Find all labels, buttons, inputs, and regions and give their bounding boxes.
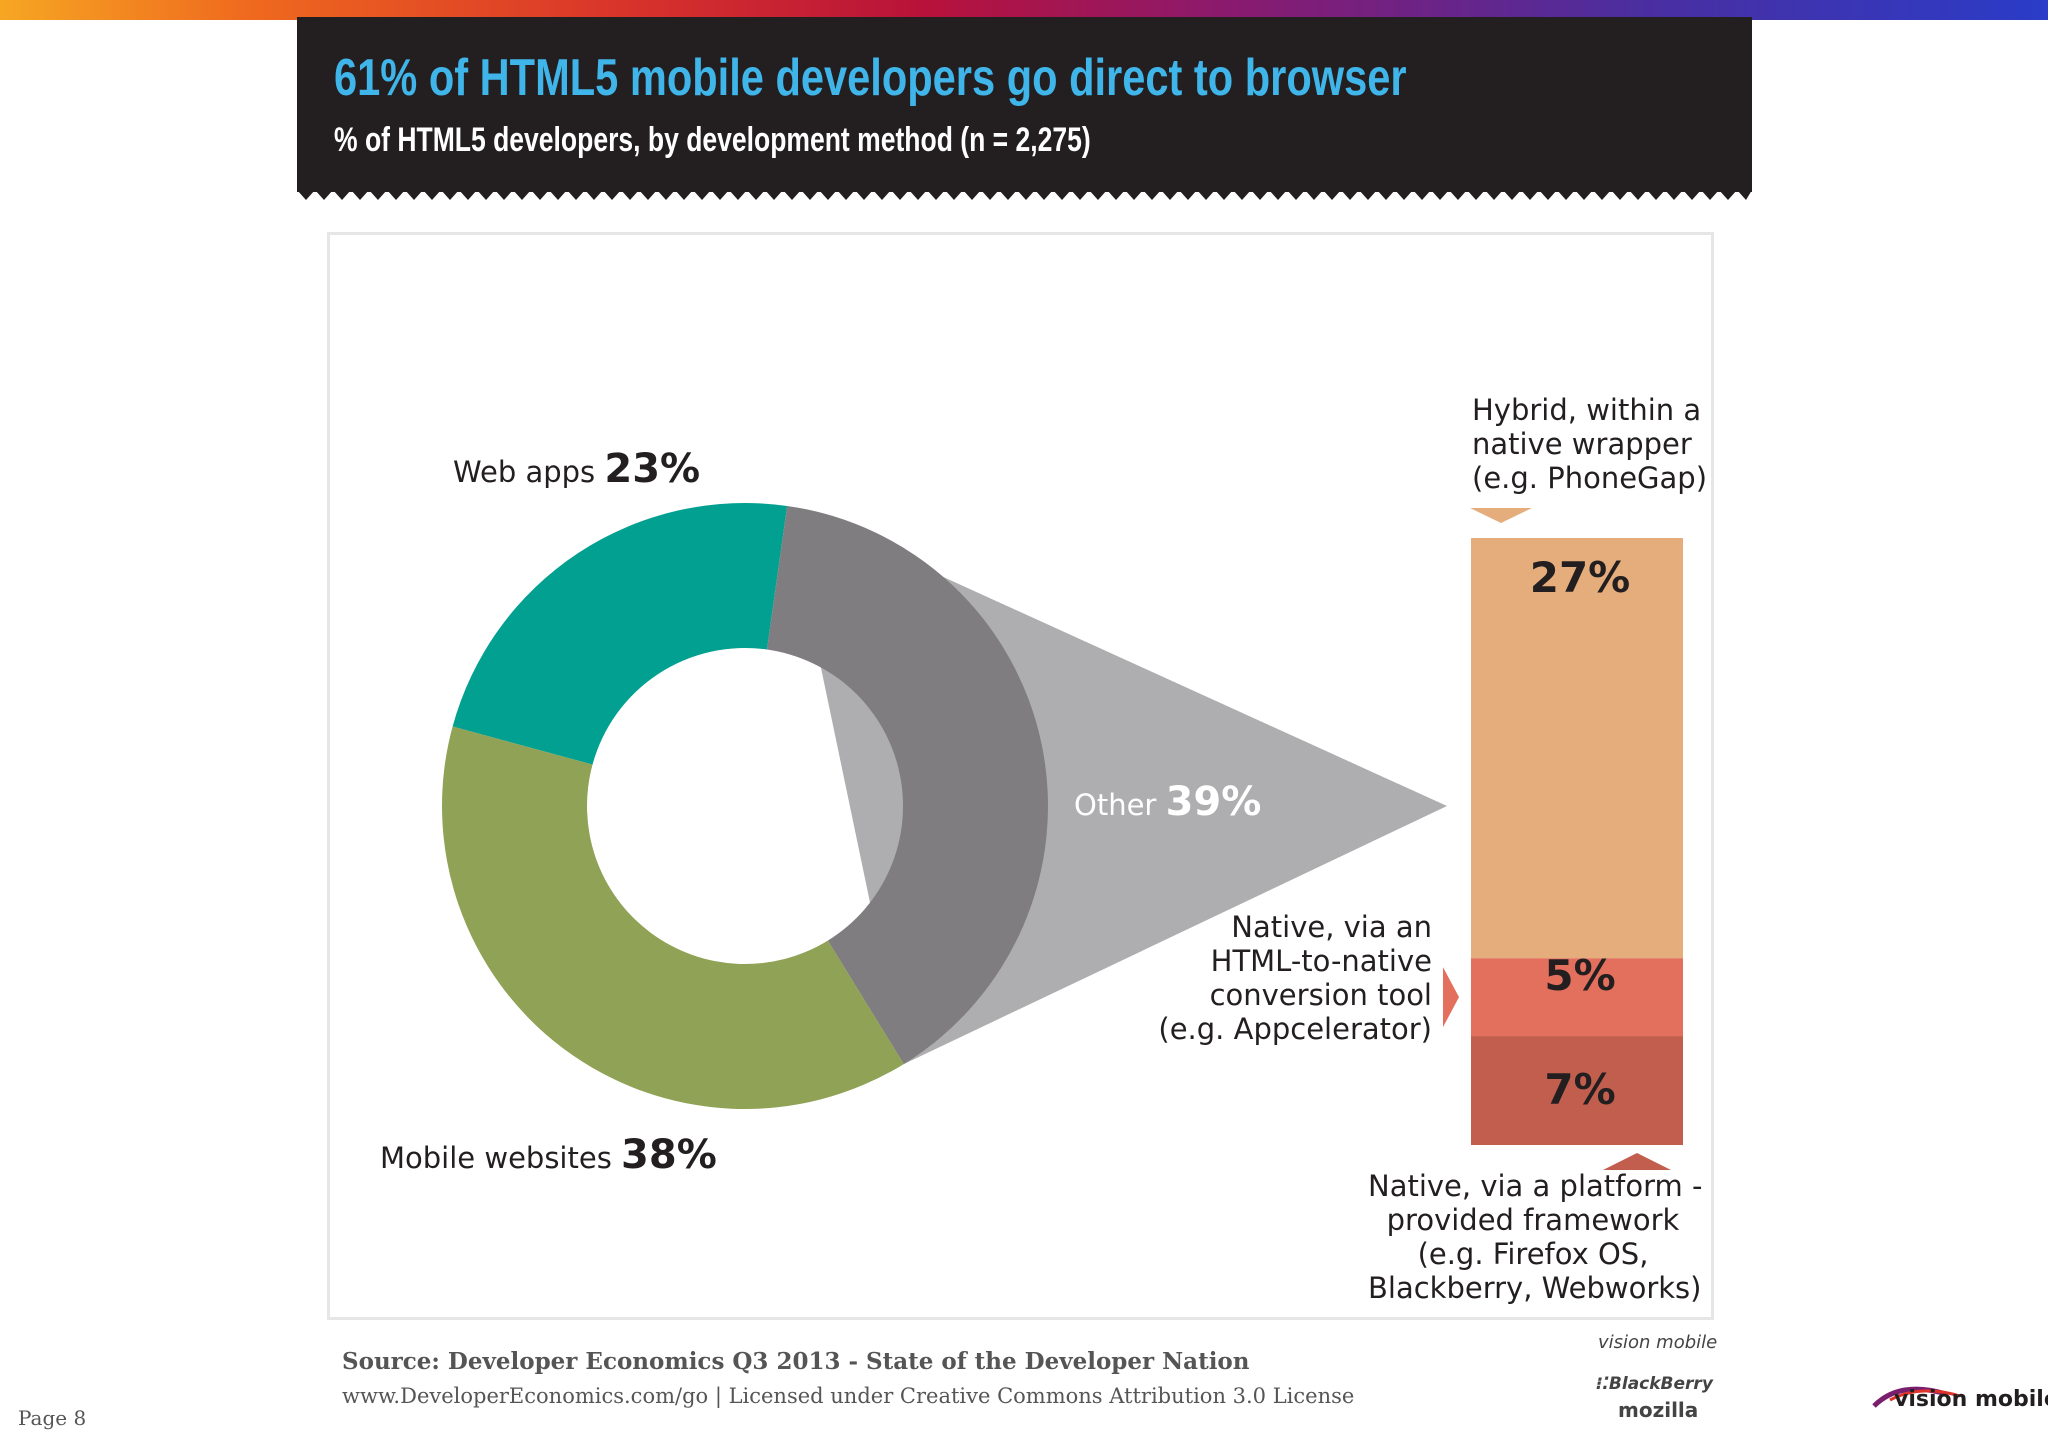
blackberry-icon: ⁝⁚	[1596, 1374, 1609, 1394]
value-other: 39%	[1165, 779, 1262, 825]
segment-value-hybrid: 27%	[1529, 553, 1631, 602]
brand-logo: vision mobile	[1870, 1384, 2048, 1428]
pie-slice-web-apps[interactable]	[452, 502, 788, 765]
label-web-apps: Web apps 23%	[453, 446, 701, 492]
label-native-tool: Native, via an HTML-to-native conversion…	[1158, 910, 1432, 1046]
label-hybrid: Hybrid, within a native wrapper (e.g. Ph…	[1472, 393, 1708, 495]
partner-logo-visionmobile: vision mobile	[1598, 1332, 1718, 1353]
segment-value-native-tool: 5%	[1544, 951, 1616, 1000]
pointer-native-platform-arrow	[1603, 1153, 1671, 1170]
chart-panel	[327, 232, 1714, 1320]
label-native-platform: Native, via a platform - provided framew…	[1368, 1169, 1703, 1305]
stack-segment-native-platform[interactable]	[1471, 1036, 1683, 1145]
label-other: Other 39%	[1074, 779, 1262, 825]
source-citation: Source: Developer Economics Q3 2013 - St…	[342, 1348, 1250, 1375]
header-zigzag-edge	[297, 190, 1752, 200]
chart-title: 61% of HTML5 mobile developers go direct…	[334, 49, 1407, 107]
page-number: Page 8	[18, 1406, 87, 1430]
pointer-hybrid-arrow	[1470, 508, 1532, 523]
top-gradient-bar	[0, 0, 2048, 20]
partner-logo-mozilla: mozilla	[1618, 1398, 1699, 1422]
value-mobile-websites: 38%	[621, 1132, 717, 1178]
brand-logo-text: vision mobile	[1894, 1387, 2048, 1412]
pie-slice-other[interactable]	[766, 505, 1048, 1065]
stack-segment-hybrid[interactable]	[1471, 538, 1683, 959]
pointer-native-tool-arrow	[1443, 967, 1459, 1028]
segment-value-native-platform: 7%	[1544, 1065, 1616, 1114]
header-banner	[297, 17, 1752, 192]
stack-segment-native-tool[interactable]	[1471, 958, 1683, 1037]
pie-slice-mobile-websites[interactable]	[442, 726, 904, 1109]
chart-subtitle: % of HTML5 developers, by development me…	[334, 121, 1091, 159]
partner-logo-blackberry: ⁝⁚BlackBerry	[1596, 1374, 1713, 1394]
source-url-license[interactable]: www.DeveloperEconomics.com/go | Licensed…	[342, 1384, 1355, 1408]
value-web-apps: 23%	[604, 446, 701, 492]
label-mobile-websites: Mobile websites 38%	[380, 1132, 717, 1178]
vision-swoosh-icon	[1872, 1386, 1961, 1408]
